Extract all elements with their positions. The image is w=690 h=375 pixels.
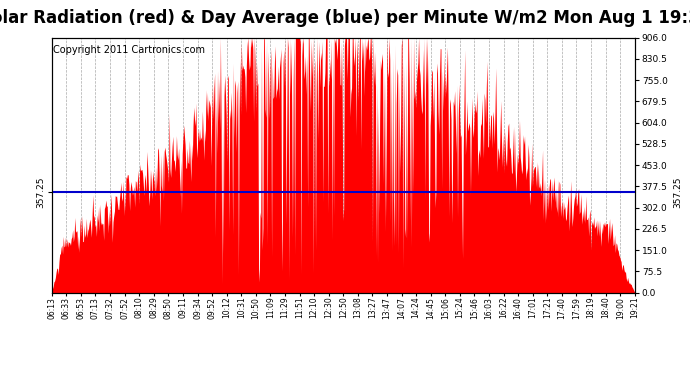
Text: Solar Radiation (red) & Day Average (blue) per Minute W/m2 Mon Aug 1 19:31: Solar Radiation (red) & Day Average (blu… <box>0 9 690 27</box>
Text: 357.25: 357.25 <box>673 176 682 208</box>
Text: Copyright 2011 Cartronics.com: Copyright 2011 Cartronics.com <box>53 45 205 55</box>
